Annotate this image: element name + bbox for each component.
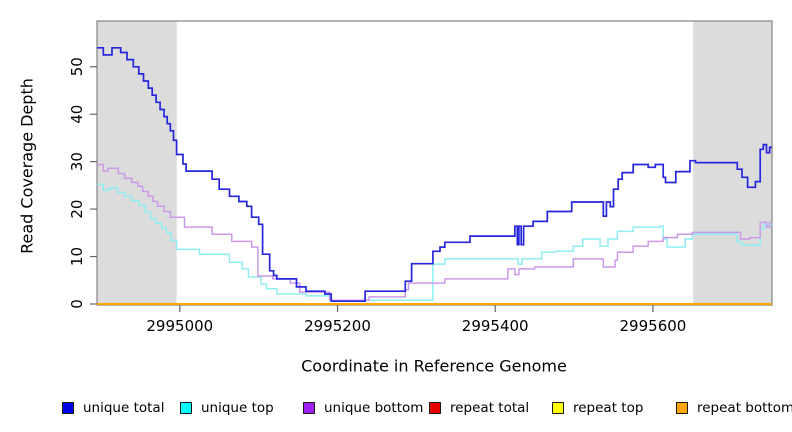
legend-item-repeat-bottom: repeat bottom	[676, 399, 792, 417]
plot-canvas: 2995000 2995200 2995400 2995600 0 10 20 30 40 50	[68, 20, 773, 335]
legend-swatch-repeat-bottom	[676, 402, 688, 414]
x-tick-label: 2995000	[146, 317, 213, 335]
legend-swatch-unique-bottom	[303, 402, 315, 414]
legend-item-unique-bottom: unique bottom	[303, 399, 423, 417]
legend-label-unique-bottom: unique bottom	[324, 400, 424, 416]
x-axis-title: Coordinate in Reference Genome	[301, 356, 567, 376]
plot-border	[96, 20, 773, 306]
legend-item-unique-total: unique total	[62, 399, 164, 417]
legend-item-repeat-top: repeat top	[552, 399, 643, 417]
x-tick-label: 2995600	[620, 317, 687, 335]
y-tick-label: 30	[68, 152, 86, 171]
legend-label-repeat-bottom: repeat bottom	[697, 400, 792, 416]
legend-label-repeat-total: repeat total	[450, 400, 530, 416]
y-axis-title: Read Coverage Depth	[17, 78, 37, 254]
x-tick-label: 2995200	[304, 317, 371, 335]
shaded-region-0	[97, 21, 177, 305]
legend-item-unique-top: unique top	[180, 399, 274, 417]
legend-label-unique-top: unique top	[201, 400, 274, 416]
legend-swatch-repeat-top	[552, 402, 564, 414]
series-line-unique-bottom	[97, 163, 772, 301]
legend-label-repeat-top: repeat top	[573, 400, 644, 416]
legend-item-repeat-total: repeat total	[429, 399, 529, 417]
series-line-unique-top	[97, 183, 772, 301]
y-tick-label: 0	[68, 299, 86, 309]
legend-swatch-unique-top	[180, 402, 192, 414]
y-tick-label: 10	[68, 247, 86, 266]
legend-label-unique-total: unique total	[83, 400, 165, 416]
y-tick-label: 50	[68, 57, 86, 76]
legend: unique total unique top unique bottom repea…	[0, 399, 792, 419]
series-line-unique-total	[97, 46, 772, 303]
legend-swatch-repeat-total	[429, 402, 441, 414]
y-tick-label: 20	[68, 200, 86, 219]
legend-swatch-unique-total	[62, 402, 74, 414]
y-tick-label: 40	[68, 105, 86, 124]
x-tick-label: 2995400	[462, 317, 529, 335]
